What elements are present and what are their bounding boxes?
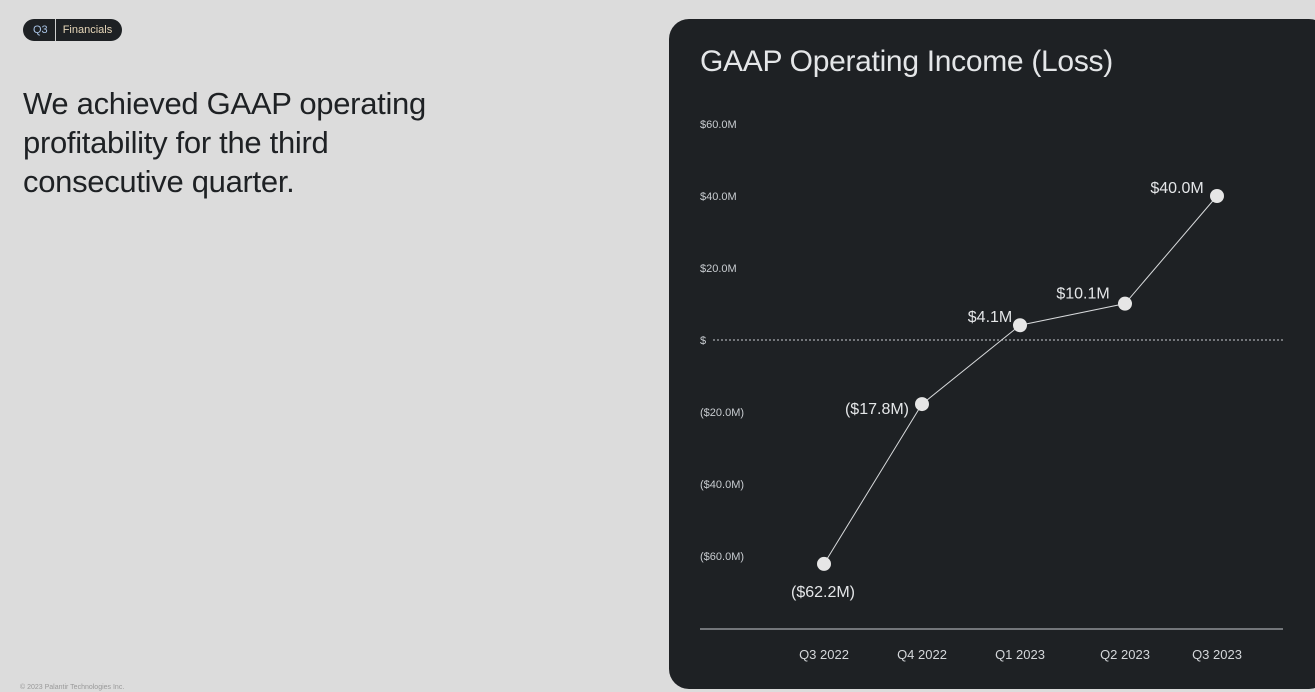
badge-section: Financials [62,24,113,36]
chart-title: GAAP Operating Income (Loss) [700,45,1113,78]
data-label: $4.1M [968,309,1012,326]
data-label: $40.0M [1150,180,1203,197]
x-tick-label: Q4 2022 [897,647,947,662]
data-point [1210,189,1224,203]
data-point [1118,296,1132,311]
series-line [823,195,1218,565]
x-tick-label: Q2 2023 [1100,647,1150,662]
y-tick-label: $40.0M [700,191,737,203]
line-chart: $60.0M $40.0M $20.0M $ ($20.0M) ($40.0M) ($60.… [700,119,1283,662]
y-tick-label: ($40.0M) [700,479,744,491]
copyright: © 2023 Palantir Technologies Inc. [20,684,125,691]
data-label: ($62.2M) [791,584,855,601]
y-tick-label: ($60.0M) [700,551,744,563]
data-point [817,556,831,571]
y-tick-label: $60.0M [700,119,737,131]
chart-card: GAAP Operating Income (Loss) $60.0M $40.0… [669,19,1315,689]
y-tick-label: ($20.0M) [700,407,744,419]
data-point [1013,318,1027,333]
data-label: $10.1M [1056,286,1109,303]
x-tick-label: Q3 2022 [799,647,849,662]
x-tick-label: Q3 2023 [1192,647,1242,662]
y-tick-label: $ [700,335,706,347]
badge-divider [54,19,56,41]
section-badge: Q3 Financials [23,19,123,41]
badge-quarter: Q3 [33,24,48,36]
y-tick-label: $20.0M [700,263,737,275]
data-point [915,397,929,412]
x-tick-label: Q1 2023 [995,647,1045,662]
data-label: ($17.8M) [845,401,909,418]
headline: We achieved GAAP operating profitability… [23,86,426,199]
